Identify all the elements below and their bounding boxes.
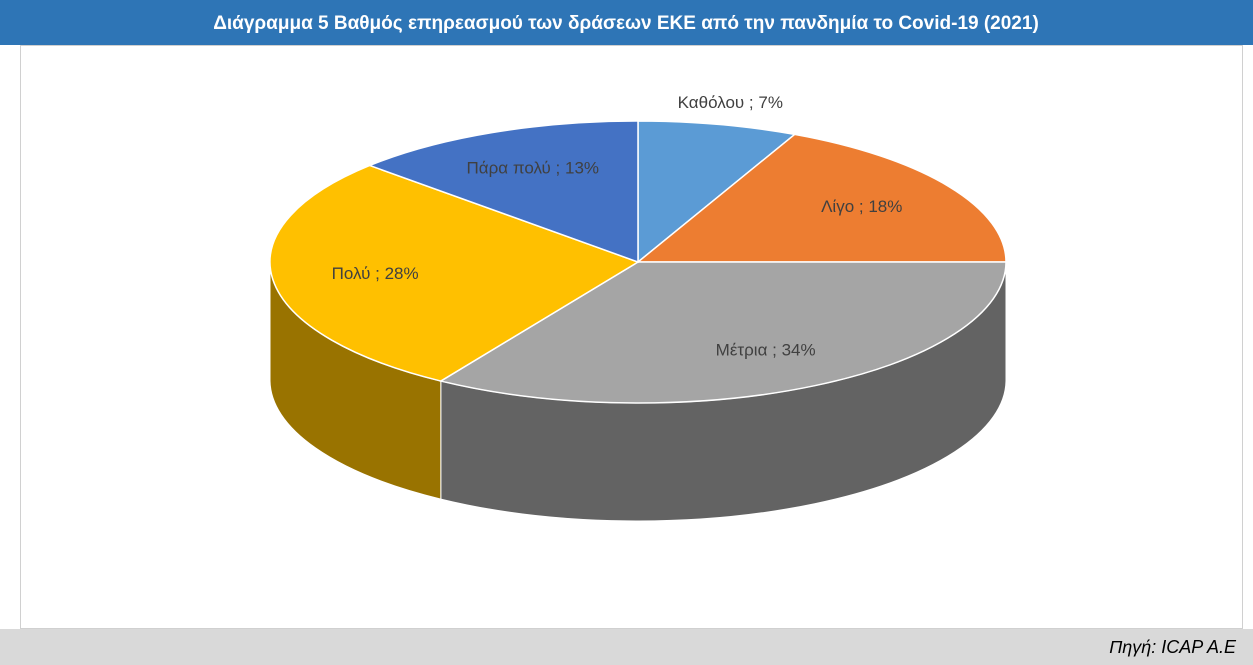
chart-title: Διάγραμμα 5 Βαθμός επηρεασμού των δράσεω… xyxy=(213,13,1039,34)
pie-slice xyxy=(635,133,1007,263)
data-label: Πάρα πολύ ; 13% xyxy=(467,158,600,177)
data-label: Μέτρια ; 34% xyxy=(716,340,816,359)
pie-tops xyxy=(269,120,1007,404)
pie-slice xyxy=(637,120,797,264)
data-label: Πολύ ; 28% xyxy=(332,264,419,283)
pie-slice xyxy=(269,164,640,382)
pie-slice xyxy=(438,261,1007,404)
plot-border xyxy=(20,45,1243,629)
data-label: Λίγο ; 18% xyxy=(821,197,902,216)
data-label: Καθόλου ; 7% xyxy=(678,93,783,112)
data-labels: Καθόλου ; 7% Λίγο ; 18% Μέτρια ; 34% Πολύ ;… xyxy=(332,93,903,359)
title-bar xyxy=(0,0,1253,45)
footer-bar xyxy=(0,629,1253,665)
pie-slice xyxy=(367,120,639,264)
source-note: Πηγή: ICAP A.E xyxy=(1109,637,1237,657)
